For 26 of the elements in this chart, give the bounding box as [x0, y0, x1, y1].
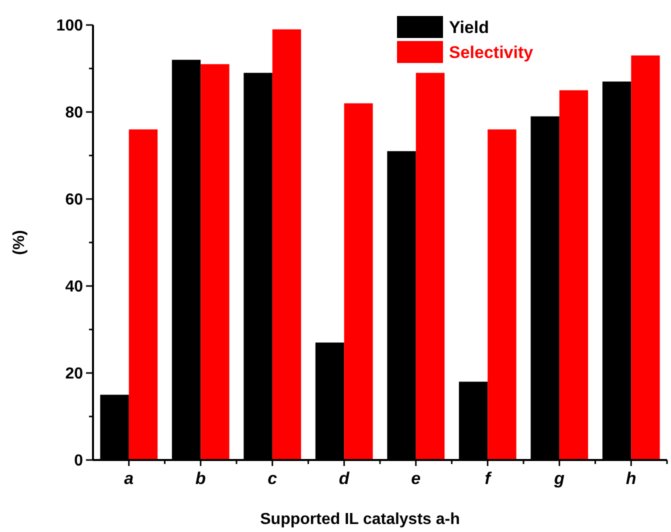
- y-tick-label: 60: [65, 192, 84, 209]
- bar: [200, 64, 230, 460]
- legend-label: Selectivity: [449, 42, 534, 62]
- bar: [128, 129, 158, 460]
- y-tick-label: 0: [74, 452, 84, 470]
- x-tick-label: g: [553, 469, 566, 488]
- y-axis-title: (%): [11, 230, 28, 255]
- x-tick-label: c: [268, 469, 278, 488]
- y-tick-label: 100: [56, 18, 84, 35]
- bar: [272, 29, 302, 460]
- x-tick-label: b: [195, 469, 206, 488]
- bar: [559, 90, 588, 460]
- bar: [344, 103, 373, 460]
- x-axis-title: Supported IL catalysts a-h: [260, 511, 460, 528]
- bar: [416, 72, 445, 460]
- y-tick-label: 20: [65, 366, 84, 383]
- bar: [631, 55, 660, 460]
- y-tick-label: 40: [65, 278, 84, 296]
- x-tick-label: h: [626, 469, 636, 488]
- x-tick-label: f: [484, 469, 493, 488]
- legend-label: Yield: [449, 18, 489, 37]
- x-tick-label: d: [338, 469, 350, 488]
- y-tick-label: 80: [65, 104, 84, 122]
- bar: [488, 129, 516, 460]
- x-tick-label: e: [411, 469, 421, 488]
- x-tick-label: a: [124, 469, 134, 488]
